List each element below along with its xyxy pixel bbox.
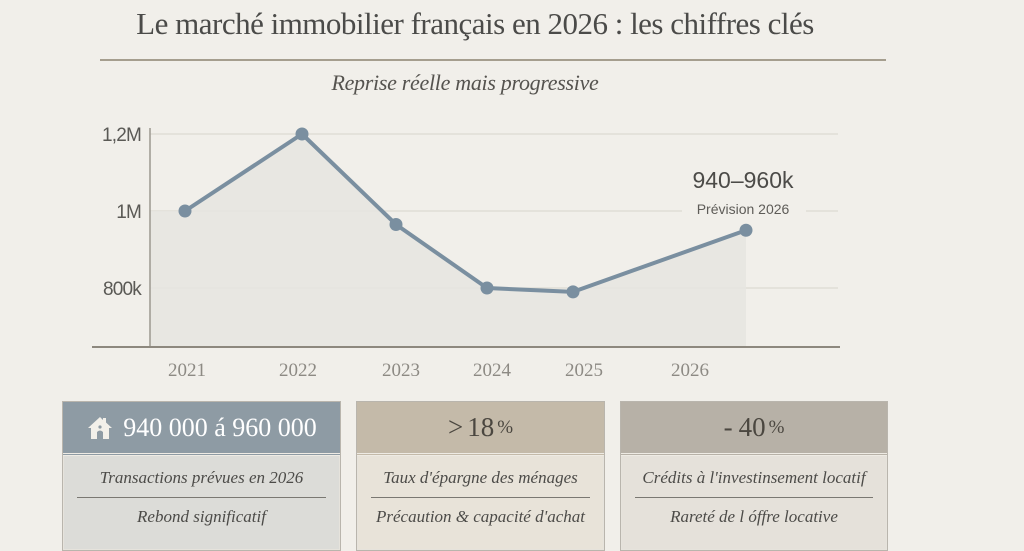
data-point-2022 xyxy=(295,127,309,141)
data-point-2021 xyxy=(178,204,192,218)
card-subcaption: Précaution & capacité d'achat xyxy=(376,507,585,526)
x-tick-label: 2024 xyxy=(473,360,512,381)
title-divider xyxy=(100,59,886,61)
annotation-label: Prévision 2026 xyxy=(697,201,790,217)
card-caption: Taux d'épargne des ménages xyxy=(383,468,578,487)
card-header: > 18 % xyxy=(357,402,604,456)
x-tick-label: 2026 xyxy=(671,360,709,381)
card-divider xyxy=(77,497,326,498)
x-tick-label: 2021 xyxy=(168,360,206,381)
x-tick-labels: 2021 2022 2023 2024 2025 2026 xyxy=(168,360,709,381)
chart-subtitle: Reprise réelle mais progressive xyxy=(331,70,599,95)
card-transactions: 940 000 á 960 000 Transactions prévues e… xyxy=(62,401,341,551)
card-subcaption: Rebond significatif xyxy=(137,507,266,526)
area-fill xyxy=(150,134,746,347)
y-tick-labels: 800k 1M 1,2M xyxy=(102,125,143,300)
card-header: - 40 % xyxy=(621,402,887,456)
transactions-chart: 800k 1M 1,2M 2021 2022 2023 2024 2025 2026 940–… xyxy=(92,125,840,381)
series-line xyxy=(183,132,748,294)
y-tick-label: 1,2M xyxy=(102,125,141,146)
y-tick-label: 1M xyxy=(116,202,141,223)
card-savings-rate: > 18 % Taux d'épargne des ménages Précau… xyxy=(356,401,605,551)
data-point-2023 xyxy=(389,217,403,231)
card-value: 18 xyxy=(467,412,495,442)
card-caption: Transactions prévues en 2026 xyxy=(99,468,304,487)
x-tick-label: 2025 xyxy=(565,360,603,381)
data-point-2026 xyxy=(739,223,753,237)
data-points xyxy=(178,127,753,299)
card-value: 940 000 á 960 000 xyxy=(123,412,317,442)
card-unit: % xyxy=(497,416,514,438)
card-value: 40 xyxy=(738,412,766,442)
x-tick-label: 2023 xyxy=(382,360,420,381)
data-point-2025 xyxy=(566,285,580,299)
card-divider xyxy=(371,497,590,498)
y-tick-label: 800k xyxy=(103,279,142,300)
house-icon xyxy=(88,416,113,439)
page-title: Le marché immobilier français en 2026 : … xyxy=(136,6,814,41)
annotation-value: 940–960k xyxy=(692,167,794,193)
forecast-annotation: 940–960k Prévision 2026 xyxy=(682,167,806,221)
card-rental-credit: - 40 % Crédits à l'investinsement locati… xyxy=(620,401,888,551)
data-point-2024 xyxy=(480,281,494,295)
card-prefix: > xyxy=(447,412,464,442)
x-tick-label: 2022 xyxy=(279,360,317,381)
card-header: 940 000 á 960 000 xyxy=(63,402,340,456)
card-unit: % xyxy=(768,416,785,438)
card-prefix: - xyxy=(723,412,733,442)
card-caption: Crédits à l'investinsement locatif xyxy=(642,468,866,487)
card-divider xyxy=(635,497,873,498)
card-subcaption: Rareté de l óffre locative xyxy=(670,507,838,526)
